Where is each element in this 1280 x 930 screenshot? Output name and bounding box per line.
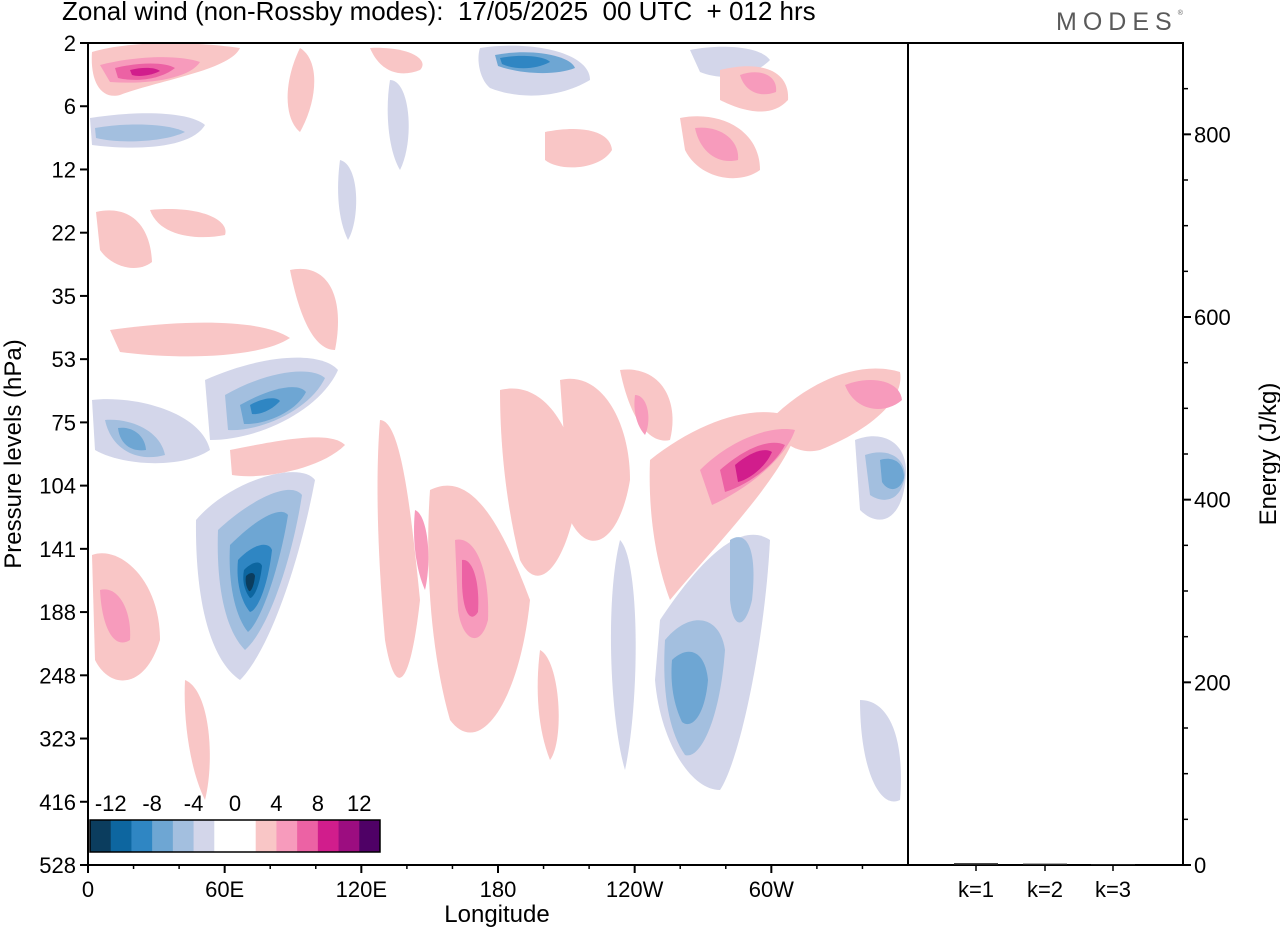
energy-bar bbox=[1091, 864, 1135, 866]
colorbar-swatch bbox=[110, 820, 132, 852]
colorbar-swatch bbox=[90, 820, 112, 852]
colorbar-swatch bbox=[255, 820, 277, 852]
y-tick-label: 75 bbox=[52, 410, 76, 435]
energy-axis: 0 200 400 600 800 bbox=[1183, 87, 1231, 878]
x-tick-label: 120W bbox=[606, 877, 664, 902]
colorbar-label: -12 bbox=[95, 791, 127, 816]
colorbar-swatch bbox=[172, 820, 195, 852]
energy-plot-frame bbox=[907, 42, 1184, 866]
energy-category-label: k=2 bbox=[1027, 877, 1063, 902]
colorbar-label: 4 bbox=[270, 791, 282, 816]
energy-bars: k=1 k=2 k=3 bbox=[954, 863, 1135, 902]
colorbar-swatch bbox=[235, 820, 257, 852]
y-tick-label: 528 bbox=[39, 853, 76, 878]
colorbar-label: -4 bbox=[184, 791, 204, 816]
energy-bar bbox=[1023, 863, 1067, 865]
y-tick-label: 6 bbox=[64, 94, 76, 119]
colorbar-swatch bbox=[338, 820, 360, 852]
y-tick-label: 53 bbox=[52, 347, 76, 372]
colorbar-frame bbox=[89, 819, 381, 853]
energy-tick-label: 200 bbox=[1194, 670, 1231, 695]
y-tick-label: 2 bbox=[64, 31, 76, 56]
x-axis-label: Longitude bbox=[444, 901, 549, 928]
colorbar-swatch bbox=[297, 820, 319, 852]
x-tick-label: 120E bbox=[336, 877, 387, 902]
energy-tick-label: 600 bbox=[1194, 305, 1231, 330]
energy-category-label: k=3 bbox=[1095, 877, 1131, 902]
energy-tick-label: 400 bbox=[1194, 488, 1231, 513]
x-axis: 0 60E 120E 180 120W 60W bbox=[82, 865, 864, 902]
y-tick-label: 323 bbox=[39, 727, 76, 752]
colorbar-swatch bbox=[214, 820, 236, 852]
x-tick-label: 60W bbox=[749, 877, 794, 902]
colorbar-swatch bbox=[131, 820, 153, 852]
energy-tick-label: 0 bbox=[1194, 853, 1206, 878]
y-tick-label: 141 bbox=[39, 537, 76, 562]
energy-tick-label: 800 bbox=[1194, 122, 1231, 147]
energy-axis-label: Energy (J/kg) bbox=[1255, 383, 1280, 526]
colorbar-swatch bbox=[276, 820, 298, 852]
y-axis-label: Pressure levels (hPa) bbox=[0, 339, 27, 568]
colorbar-swatch bbox=[359, 820, 381, 852]
colorbar-label: 0 bbox=[229, 791, 241, 816]
y-tick-label: 188 bbox=[39, 600, 76, 625]
y-axis: 2 6 12 22 35 53 75 104 141 188 248 323 416 528 bbox=[39, 31, 88, 878]
colorbar-swatch bbox=[317, 820, 340, 852]
brand-text: MODES bbox=[1056, 8, 1178, 36]
x-tick-label: 0 bbox=[82, 877, 94, 902]
energy-bar bbox=[954, 863, 998, 865]
y-tick-label: 416 bbox=[39, 790, 76, 815]
y-tick-label: 35 bbox=[52, 284, 76, 309]
y-tick-label: 248 bbox=[39, 663, 76, 688]
energy-category-label: k=1 bbox=[958, 877, 994, 902]
modes-logo: MODES® bbox=[1056, 8, 1183, 37]
colorbar-swatch bbox=[193, 820, 215, 852]
colorbar-swatch bbox=[152, 820, 174, 852]
colorbar-legend: -12 -8 -4 0 4 8 12 bbox=[89, 791, 381, 853]
colorbar-label: 12 bbox=[347, 791, 371, 816]
contour-field bbox=[90, 43, 906, 802]
y-tick-label: 104 bbox=[39, 474, 76, 499]
colorbar-label: 8 bbox=[312, 791, 324, 816]
y-tick-label: 12 bbox=[52, 157, 76, 182]
chart-title: Zonal wind (non-Rossby modes): 17/05/202… bbox=[62, 0, 816, 26]
colorbar-label: -8 bbox=[142, 791, 162, 816]
y-tick-label: 22 bbox=[52, 221, 76, 246]
registered-icon: ® bbox=[1177, 10, 1183, 17]
x-tick-label: 180 bbox=[480, 877, 517, 902]
x-tick-label: 60E bbox=[205, 877, 244, 902]
